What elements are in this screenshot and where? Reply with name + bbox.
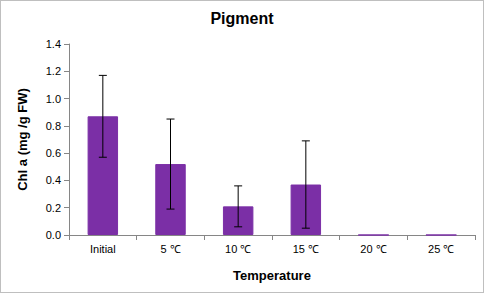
svg-text:1.2: 1.2 (46, 65, 61, 77)
svg-text:1.4: 1.4 (46, 38, 61, 50)
svg-text:5 ℃: 5 ℃ (160, 243, 180, 255)
svg-text:0.4: 0.4 (46, 174, 61, 186)
svg-text:0.2: 0.2 (46, 202, 61, 214)
svg-text:15 ℃: 15 ℃ (293, 243, 319, 255)
svg-text:0.8: 0.8 (46, 120, 61, 132)
svg-text:25 ℃: 25 ℃ (428, 243, 454, 255)
svg-text:Temperature: Temperature (233, 268, 311, 283)
svg-text:20 ℃: 20 ℃ (360, 243, 386, 255)
svg-text:Initial: Initial (90, 243, 116, 255)
svg-text:1.0: 1.0 (46, 93, 61, 105)
svg-text:Chl a (mg /g FW): Chl a (mg /g FW) (15, 88, 30, 191)
svg-text:10 ℃: 10 ℃ (225, 243, 251, 255)
svg-text:0.6: 0.6 (46, 147, 61, 159)
svg-text:Pigment: Pigment (210, 10, 274, 27)
svg-text:0.0: 0.0 (46, 229, 61, 241)
